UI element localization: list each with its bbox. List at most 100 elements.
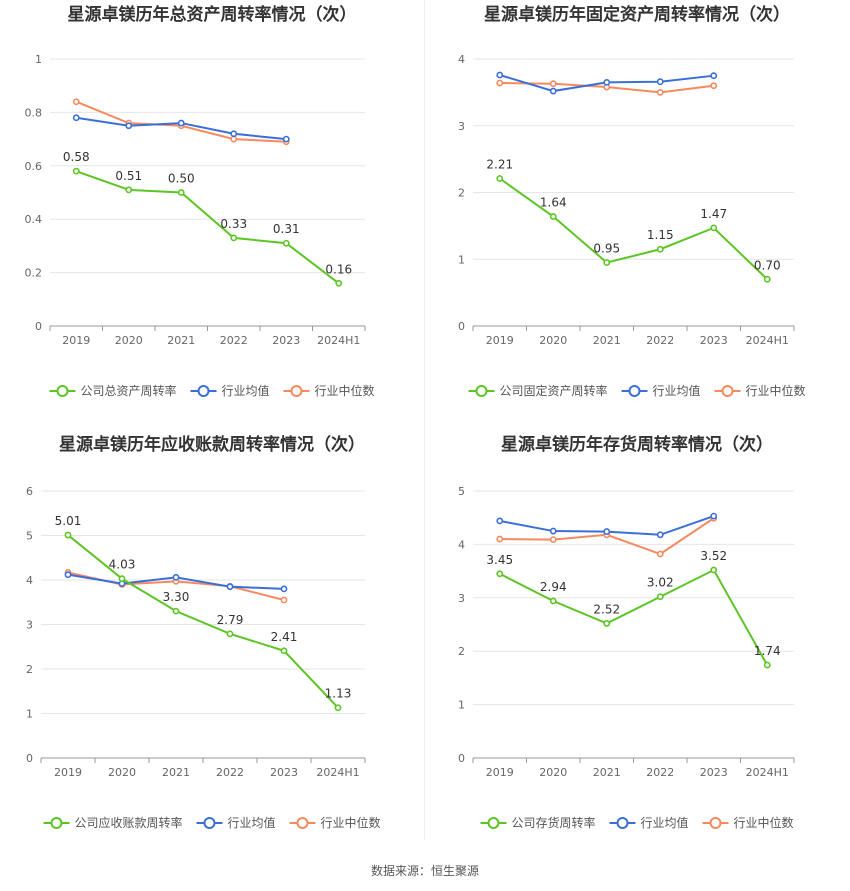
data-label: 0.50 [168,172,195,186]
x-tick-label: 2020 [539,766,567,779]
data-point-industry-median [496,535,504,543]
y-tick-label: 2 [458,645,465,658]
legend-marker [290,385,303,397]
data-point-industry-avg [226,583,234,591]
data-point-industry-avg [603,528,611,535]
data-point-industry-median [549,80,557,88]
data-label: 3.02 [647,576,674,590]
y-tick-label: 3 [458,592,465,605]
x-tick-label: 2024H1 [746,766,789,779]
y-tick-label: 0 [35,320,42,333]
series-line-company [75,170,340,285]
legend-label: 行业均值 [222,383,270,398]
data-label: 1.74 [754,644,781,658]
x-tick-label: 2020 [115,334,143,347]
legend-label: 公司总资产周转率 [81,383,177,398]
data-point-company [226,630,234,638]
chart-svg: 星源卓镁历年存货周转率情况（次） 0 1 2 3 4 5 2019 2020 2021 2022 20… [458,434,795,830]
y-tick-label: 0 [458,752,465,765]
y-tick-label: 0.4 [25,213,43,226]
data-label: 2.21 [486,157,513,171]
chart-inventory-turnover: 星源卓镁历年存货周转率情况（次） 0 1 2 3 4 5 2019 2020 2021 2022 20… [425,430,850,860]
data-label: 0.33 [220,217,247,231]
data-point-industry-median [496,79,504,87]
data-label: 1.47 [700,207,727,221]
data-point-company [496,570,504,578]
x-tick-label: 2023 [700,766,728,779]
data-point-company [72,167,80,175]
data-point-industry-avg [710,72,718,80]
data-point-industry-median [230,135,238,143]
data-point-company [763,275,771,283]
legend-marker [628,385,641,397]
x-tick-label: 2022 [646,334,674,347]
data-point-company [230,234,238,242]
x-tick-label: 2024H1 [316,766,359,779]
data-point-company [656,593,664,601]
legend-marker [56,385,69,397]
data-label: 0.58 [63,150,90,164]
series-line-company [67,534,339,709]
data-point-industry-avg [282,135,290,143]
x-tick-label: 2021 [593,334,621,347]
legend-label: 行业均值 [228,815,276,830]
data-label: 2.79 [217,613,244,627]
y-tick-label: 0 [458,320,465,333]
legend-marker [475,385,488,397]
data-point-industry-avg [172,573,180,581]
y-tick-label: 0.6 [25,160,43,173]
data-point-company [710,566,718,574]
series-line-company [499,568,769,666]
legend-marker [709,817,722,829]
y-tick-label: 5 [458,485,465,498]
data-label: 0.95 [593,242,620,256]
chart-title: 星源卓镁历年应收账款周转率情况（次） [59,434,365,455]
chart-svg: 星源卓镁历年应收账款周转率情况（次） 0 1 2 3 4 5 6 2019 2020 2021 202… [26,434,381,830]
data-point-company [282,239,290,247]
data-point-industry-median [280,596,288,604]
x-tick-label: 2024H1 [746,334,789,347]
data-point-company [549,213,557,220]
data-point-industry-avg [125,122,133,130]
chart-svg: 星源卓镁历年总资产周转率情况（次） 0 0.2 0.4 0.6 0.8 1 2019 2020 2… [25,4,375,398]
data-label: 1.64 [540,196,567,210]
legend-marker [203,817,216,829]
data-point-company [710,224,718,232]
data-label: 3.30 [163,590,190,604]
x-tick-label: 2022 [220,334,248,347]
data-point-industry-avg [656,78,664,86]
data-label: 0.70 [754,258,781,272]
y-tick-label: 1 [26,708,33,721]
chart-total-asset-turnover: 星源卓镁历年总资产周转率情况（次） 0 0.2 0.4 0.6 0.8 1 2019 2020 2… [0,0,425,430]
data-point-company [118,575,126,583]
data-label: 4.03 [109,558,136,572]
legend-marker [50,817,63,829]
data-label: 1.15 [647,228,674,242]
chart-svg: 星源卓镁历年固定资产周转率情况（次） 0 1 2 3 4 2019 2020 2021 2022 2… [458,4,806,398]
x-tick-label: 2024H1 [317,334,360,347]
legend-label: 行业中位数 [746,383,806,398]
legend-label: 行业均值 [653,383,701,398]
data-point-company [280,647,288,655]
legend-marker [721,385,734,397]
panel-divider [424,0,425,840]
legend-label: 公司存货周转率 [512,815,596,830]
y-tick-label: 0.8 [25,106,43,119]
legend-marker [487,817,500,829]
data-point-industry-median [656,88,664,96]
x-tick-label: 2022 [646,766,674,779]
series-line-company [499,177,768,280]
data-point-industry-median [656,550,664,558]
data-point-company [603,259,611,266]
chart-title: 星源卓镁历年存货周转率情况（次） [501,434,773,455]
data-point-industry-avg [496,517,504,525]
y-tick-label: 4 [458,53,465,66]
y-tick-label: 3 [26,619,33,632]
data-point-industry-avg [656,531,664,539]
data-point-company [549,597,557,605]
y-tick-label: 4 [458,538,465,551]
y-tick-label: 2 [26,663,33,676]
data-point-company [125,186,133,194]
legend-marker [197,385,210,397]
y-tick-label: 3 [458,120,465,133]
